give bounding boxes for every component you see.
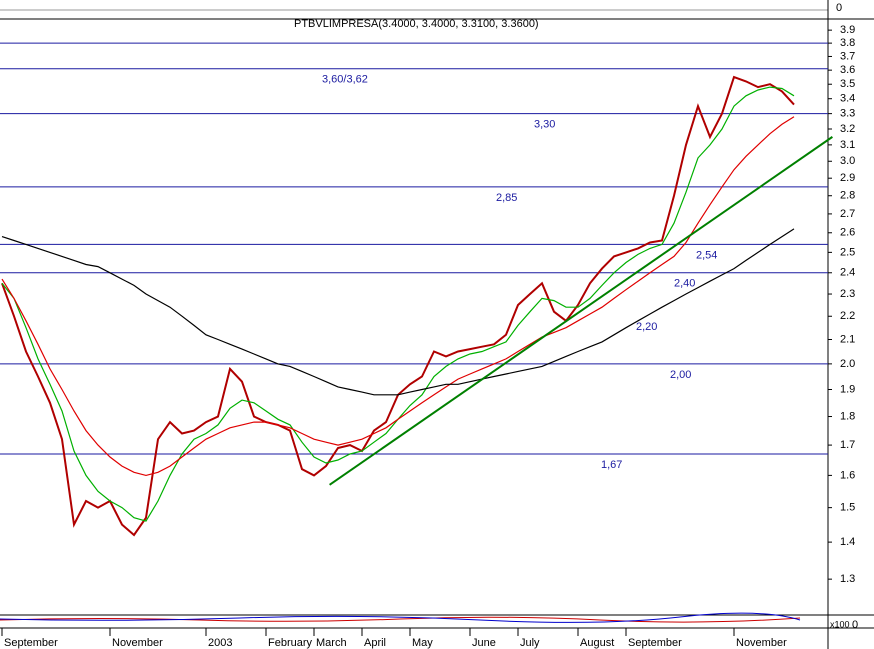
y-tick-label: 2.0: [840, 358, 855, 370]
y-tick-label: 3.5: [840, 78, 855, 90]
annotation: 3,30: [534, 119, 555, 131]
macd-line: [0, 612, 801, 623]
annotation: 2,20: [636, 321, 657, 333]
x-tick-label: March: [316, 637, 347, 649]
y-tick-label: 1.9: [840, 383, 855, 395]
y-tick-label: 2.4: [840, 267, 855, 279]
chart-title: PTBVLIMPRESA(3.4000, 3.4000, 3.3100, 3.3…: [294, 18, 539, 30]
x-tick-label: November: [736, 637, 787, 649]
y-tick-label: 3.8: [840, 37, 855, 49]
x-tick-label: November: [112, 637, 163, 649]
x-tick-label: June: [472, 637, 496, 649]
y-tick-label: 3.3: [840, 108, 855, 120]
x-tick-label: September: [4, 637, 58, 649]
x-tick-label: August: [580, 637, 614, 649]
annotation: 2,00: [670, 369, 691, 381]
y-tick-label: 1.5: [840, 502, 855, 514]
y-tick-label: 2.7: [840, 208, 855, 220]
y-tick-label: 3.1: [840, 139, 855, 151]
y-tick-label: 2.9: [840, 172, 855, 184]
series-line: [1, 228, 795, 396]
annotation: 2,54: [696, 249, 717, 261]
y-tick-label: 2.3: [840, 288, 855, 300]
y-tick-label: 3.0: [840, 155, 855, 167]
macd-signal: [0, 616, 801, 623]
macd-scale: x100: [830, 619, 850, 629]
x-tick-label: February: [268, 637, 313, 649]
top-value: 0: [836, 2, 842, 14]
y-tick-label: 2.1: [840, 333, 855, 345]
y-tick-label: 1.3: [840, 573, 855, 585]
x-tick-label: April: [364, 637, 386, 649]
y-tick-label: 2.6: [840, 227, 855, 239]
y-tick-label: 3.9: [840, 24, 855, 36]
x-tick-label: September: [628, 637, 682, 649]
y-tick-label: 3.6: [840, 64, 855, 76]
annotation: 2,85: [496, 192, 517, 204]
trend-line: [329, 136, 833, 486]
series-line: [1, 116, 795, 477]
x-tick-label: May: [412, 637, 433, 649]
y-tick-label: 3.4: [840, 93, 855, 105]
y-tick-label: 2.8: [840, 190, 855, 202]
annotation: 2,40: [674, 278, 695, 290]
y-tick-label: 1.8: [840, 410, 855, 422]
annotation: 1,67: [601, 459, 622, 471]
y-tick-label: 2.5: [840, 246, 855, 258]
x-tick-label: July: [520, 637, 540, 649]
macd-value: 0: [852, 619, 858, 631]
y-tick-label: 1.4: [840, 536, 855, 548]
y-tick-label: 1.6: [840, 469, 855, 481]
y-tick-label: 1.7: [840, 439, 855, 451]
y-tick-label: 2.2: [840, 310, 855, 322]
x-tick-label: 2003: [208, 637, 232, 649]
annotation: 3,60/3,62: [322, 74, 368, 86]
y-tick-label: 3.7: [840, 50, 855, 62]
y-tick-label: 3.2: [840, 123, 855, 135]
